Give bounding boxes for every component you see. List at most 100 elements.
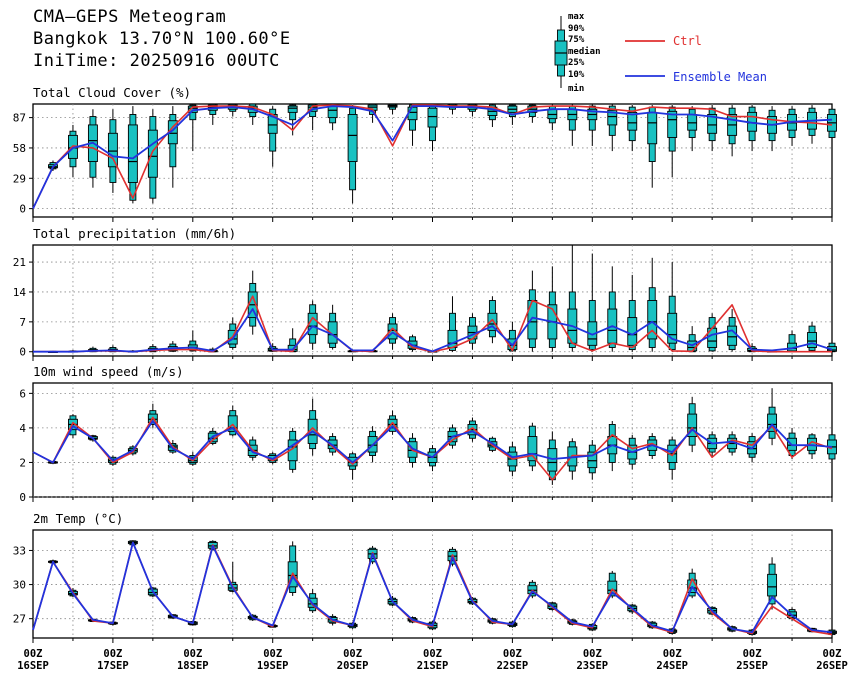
- ensemble-box: [307, 398, 318, 456]
- y-tick-label: 27: [13, 613, 26, 626]
- box-p25-p75: [767, 413, 778, 432]
- ensemble-box: [687, 396, 698, 453]
- ensemble-box: [507, 321, 518, 352]
- legend-box-label: 75%: [568, 35, 585, 45]
- x-date-label: 23SEP: [576, 660, 608, 672]
- box-p25-p75: [587, 451, 598, 469]
- legend-box-label: min: [568, 83, 584, 94]
- ensemble-mean-line: [32, 420, 833, 464]
- ensemble-box: [687, 106, 698, 152]
- ensemble-box: [107, 109, 118, 193]
- ensemble-box: [587, 253, 598, 352]
- legend-box-label: max: [568, 12, 585, 22]
- ensemble-box: [607, 104, 618, 152]
- box-p25-p75: [527, 300, 538, 340]
- ensemble-box: [807, 321, 817, 352]
- ensemble-box: [707, 105, 718, 152]
- ensemble-box: [527, 422, 538, 472]
- box-p25-p75: [387, 323, 398, 340]
- ensemble-box: [327, 104, 338, 131]
- y-tick-label: 4: [19, 422, 26, 435]
- ensemble-box: [767, 106, 778, 152]
- y-tick-label: 7: [19, 316, 26, 329]
- box-p25-p75: [327, 105, 338, 119]
- x-date-label: 22SEP: [497, 660, 529, 672]
- x-hour-label: 00Z: [343, 648, 362, 660]
- ensemble-box: [547, 104, 558, 131]
- panel-2: Total precipitation (mm/6h) 0 7 14 21: [13, 226, 837, 361]
- ensemble-box: [147, 109, 158, 204]
- panel-title: Total Cloud Cover (%): [33, 85, 191, 100]
- ensemble-box: [827, 106, 837, 144]
- ensemble-box: [427, 104, 438, 152]
- panel-3: 10m wind speed (m/s) 0 2 4 6: [19, 364, 837, 504]
- ensemble-box: [567, 245, 578, 352]
- ensemble-box: [787, 106, 797, 146]
- box-p25-p75: [647, 300, 658, 340]
- ensemble-box: [267, 106, 278, 167]
- ensemble-box: [287, 328, 298, 353]
- box-p25-p75: [627, 317, 638, 346]
- legend-box-label: 25%: [568, 58, 585, 68]
- x-date-label: 26SEP: [816, 660, 848, 672]
- x-hour-label: 00Z: [103, 648, 122, 660]
- ensemble-mean-line: [32, 105, 833, 209]
- y-tick-label: 58: [13, 142, 26, 155]
- y-tick-label: 30: [13, 579, 26, 592]
- y-tick-label: 0: [19, 491, 26, 504]
- ensemble-box: [627, 105, 638, 152]
- box-p25-p75: [627, 111, 638, 131]
- ensemble-box: [727, 105, 738, 157]
- box-p25-p75: [127, 124, 138, 183]
- x-date-label: 17SEP: [97, 660, 129, 672]
- ensemble-box: [647, 257, 658, 352]
- legend-box-label: median: [568, 46, 601, 57]
- x-hour-label: 00Z: [663, 648, 682, 660]
- box-p25-p75: [287, 439, 298, 462]
- ensemble-box: [667, 262, 678, 352]
- panel-title: 10m wind speed (m/s): [33, 364, 184, 379]
- ensemble-box: [307, 300, 318, 350]
- box-p25-p75: [667, 312, 678, 344]
- x-date-label: 20SEP: [337, 660, 369, 672]
- x-hour-label: 00Z: [24, 648, 43, 660]
- ensemble-box: [167, 106, 178, 188]
- ensemble-mean-line: [33, 308, 833, 353]
- x-date-label: 24SEP: [656, 660, 688, 672]
- ensemble-box: [387, 103, 398, 115]
- box-p25-p75: [607, 109, 618, 126]
- x-date-label: 21SEP: [417, 660, 449, 672]
- ensemble-box: [327, 304, 338, 350]
- box-p25-p75: [147, 129, 158, 178]
- chart-title: CMA–GEPS Meteogram: [33, 7, 227, 27]
- box-p25-p75: [647, 111, 658, 145]
- x-hour-label: 00Z: [823, 648, 842, 660]
- ensemble-box: [647, 105, 658, 188]
- x-hour-label: 00Z: [743, 648, 762, 660]
- y-tick-label: 2: [19, 456, 26, 469]
- x-hour-label: 00Z: [263, 648, 282, 660]
- y-tick-label: 87: [13, 112, 26, 125]
- box-p25-p75: [287, 105, 298, 113]
- box-p25-p75: [227, 415, 238, 432]
- ensemble-box: [347, 452, 358, 480]
- ensemble-box: [807, 105, 817, 144]
- box-p25-p75: [527, 436, 538, 462]
- box-p25-p75: [667, 110, 678, 138]
- x-hour-label: 00Z: [183, 648, 202, 660]
- x-date-label: 25SEP: [736, 660, 768, 672]
- x-hour-label: 00Z: [583, 648, 602, 660]
- x-hour-label: 00Z: [423, 648, 442, 660]
- ensemble-mean-line: [32, 541, 833, 634]
- x-date-label: 19SEP: [257, 660, 289, 672]
- box-p25-p75: [807, 332, 817, 348]
- legend-box-label: 90%: [568, 24, 585, 34]
- init-time-label: IniTime: 20250916 00UTC: [33, 51, 280, 71]
- y-tick-label: 0: [19, 346, 26, 359]
- box-p25-p75: [767, 573, 778, 597]
- y-tick-label: 6: [19, 387, 26, 400]
- ensemble-box: [587, 440, 598, 480]
- panel-1: Total Cloud Cover (%) 0 29 58 87: [13, 85, 837, 222]
- ensemble-box: [747, 105, 758, 152]
